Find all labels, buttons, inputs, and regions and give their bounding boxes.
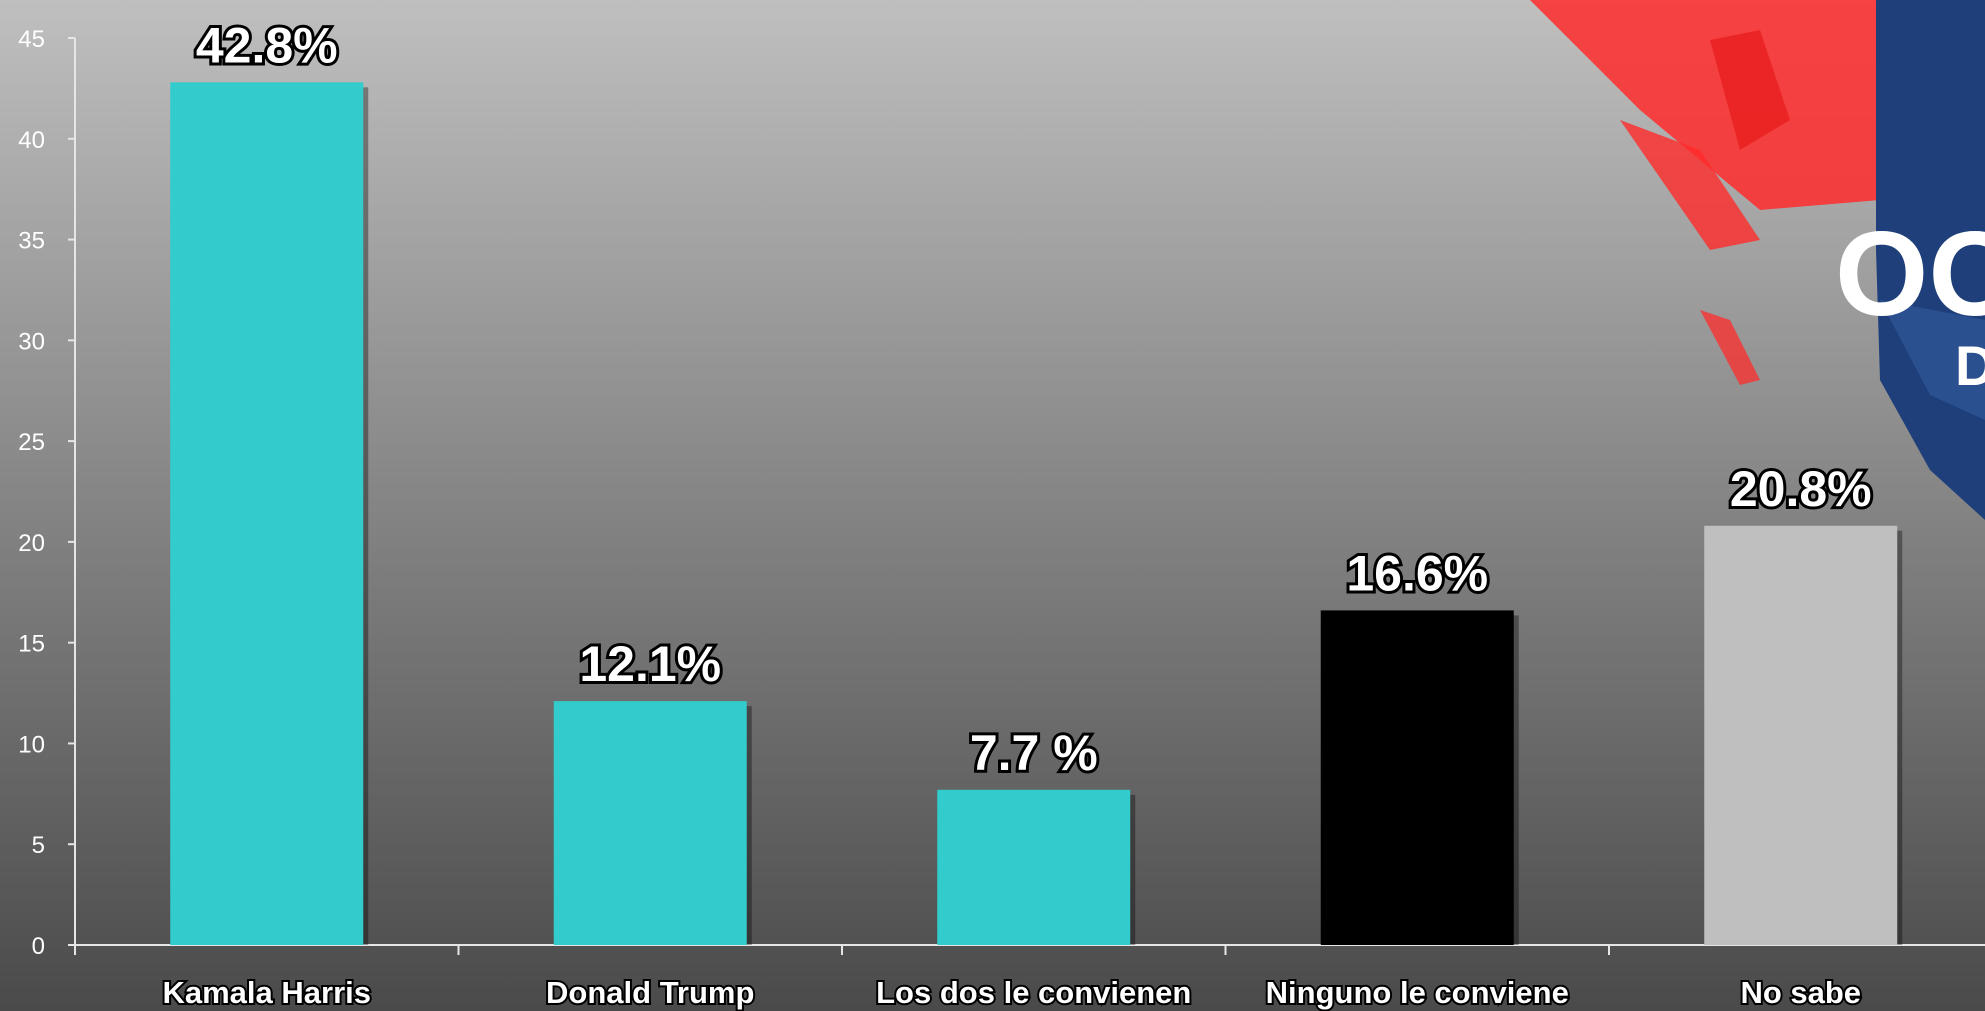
category-label: Donald Trump <box>546 975 754 1010</box>
logo-fragment: OO <box>1835 207 1985 341</box>
flag-blue-shard <box>1880 300 1985 420</box>
y-tick-label: 25 <box>18 429 45 456</box>
category-label: Los dos le convienen <box>876 975 1191 1010</box>
y-tick-label: 35 <box>18 228 45 255</box>
y-tick-label: 5 <box>32 832 45 859</box>
category-label: Kamala Harris <box>162 975 371 1010</box>
x-ticks <box>74 945 1610 955</box>
bar-value-label: 12.1% <box>579 636 721 692</box>
category-label: Ninguno le conviene <box>1266 975 1569 1010</box>
bar-kamala-harris <box>170 82 364 945</box>
category-labels: Kamala Harris Donald Trump Los dos le conv… <box>160 973 1863 1011</box>
y-tick-label: 20 <box>18 530 45 557</box>
bar-ninguno-le-conviene <box>1320 610 1514 945</box>
bar-donald-trump <box>553 701 747 945</box>
y-ticks: 0 5 10 15 20 25 30 35 40 45 <box>18 26 75 960</box>
y-tick-label: 10 <box>18 731 45 758</box>
flag-red-shard <box>1700 310 1760 385</box>
y-tick-label: 45 <box>18 26 45 53</box>
value-labels: 42.8% 12.1% 7.7 % 16.6% 20.8% <box>193 14 1875 783</box>
flag-decoration: OO D <box>1530 0 1985 520</box>
y-tick-label: 30 <box>18 328 45 355</box>
bar-value-label: 20.8% <box>1730 461 1872 517</box>
y-tick-label: 15 <box>18 631 45 658</box>
y-tick-label: 40 <box>18 127 45 154</box>
bar-no-sabe <box>1704 525 1898 945</box>
bars <box>170 82 1903 945</box>
bar-value-label: 42.8% <box>196 17 338 73</box>
bar-value-label: 16.6% <box>1346 545 1488 601</box>
flag-red-shard <box>1620 120 1760 250</box>
bar-value-label: 7.7 % <box>970 725 1098 781</box>
y-tick-label: 0 <box>32 933 45 960</box>
category-label: No sabe <box>1740 975 1861 1010</box>
logo-sub-fragment: D <box>1955 334 1985 397</box>
flag-red-shard <box>1710 30 1790 150</box>
bar-los-dos-le-convienen <box>937 789 1131 945</box>
flag-red-shard <box>1530 0 1880 210</box>
